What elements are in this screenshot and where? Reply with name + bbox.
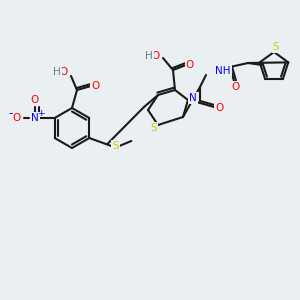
Text: O: O (13, 113, 21, 123)
Text: S: S (112, 141, 119, 151)
Text: +: + (37, 110, 44, 118)
Text: NH: NH (215, 66, 230, 76)
Text: N: N (189, 93, 197, 103)
Text: N: N (31, 113, 39, 123)
Text: S: S (151, 123, 157, 133)
Text: H: H (145, 51, 153, 61)
Text: -: - (8, 107, 13, 121)
Text: O: O (31, 95, 39, 105)
Text: O: O (152, 51, 160, 61)
Text: O: O (186, 60, 194, 70)
Text: S: S (273, 42, 279, 52)
Text: O: O (91, 81, 99, 91)
Text: H: H (53, 67, 61, 77)
Text: O: O (60, 67, 68, 77)
Text: O: O (215, 103, 223, 113)
Text: O: O (232, 82, 240, 92)
